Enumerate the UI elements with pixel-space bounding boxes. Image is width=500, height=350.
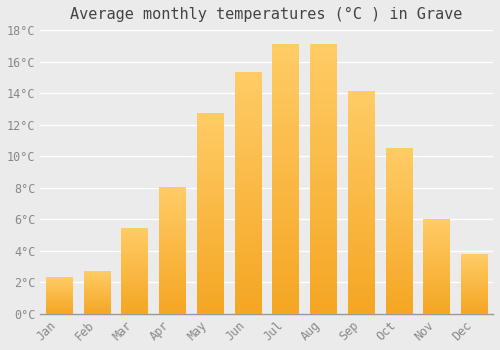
- Title: Average monthly temperatures (°C ) in Grave: Average monthly temperatures (°C ) in Gr…: [70, 7, 463, 22]
